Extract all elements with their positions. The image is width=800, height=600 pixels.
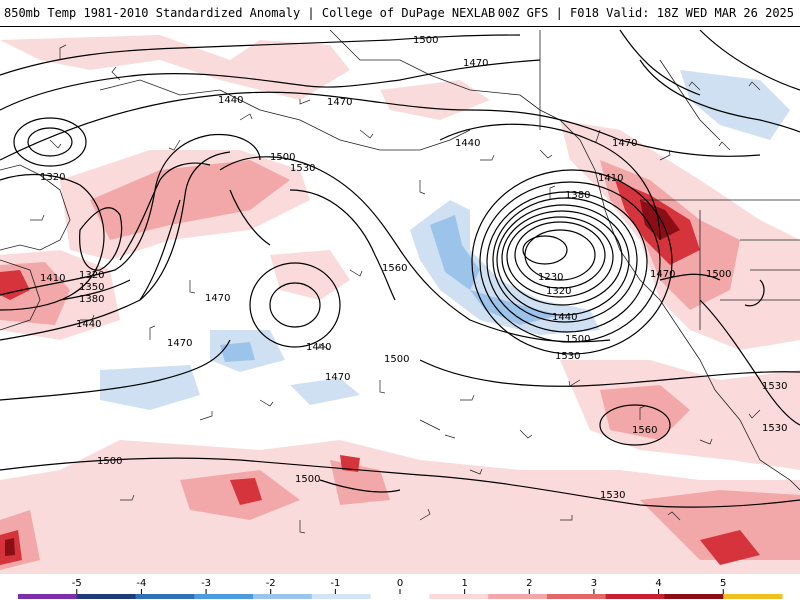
wind-barbs <box>30 44 761 534</box>
colorbar-tick-label: -5 <box>72 578 82 589</box>
contour-label: 1470 <box>612 138 637 149</box>
cold-anomaly-moderate <box>220 215 560 362</box>
contour-label: 1530 <box>555 351 580 362</box>
coastlines <box>0 29 800 491</box>
contour-label: 1500 <box>565 334 590 345</box>
map-header: 850mb Temp 1981-2010 Standardized Anomal… <box>0 0 800 27</box>
contour-label: 1320 <box>546 286 571 297</box>
height-contours <box>0 29 800 508</box>
contour-label: 1500 <box>384 354 409 365</box>
colorbar-tick-label: 4 <box>655 578 661 589</box>
contour-label: 1530 <box>290 163 315 174</box>
contour-label: 1500 <box>270 152 295 163</box>
map-title: 850mb Temp 1981-2010 Standardized Anomal… <box>4 6 496 20</box>
contour-label: 1530 <box>762 423 787 434</box>
colorbar-tick-label: -2 <box>266 578 276 589</box>
contour-label: 1470 <box>650 269 675 280</box>
colorbar-segment <box>194 594 254 599</box>
contour-label: 1440 <box>306 342 331 353</box>
colorbar-tick-label: 5 <box>720 578 726 589</box>
colorbar-tick-label: 0 <box>397 578 403 589</box>
contour-label: 1230 <box>538 272 563 283</box>
contour-label: 1500 <box>706 269 731 280</box>
contour-label: 1560 <box>632 425 657 436</box>
colorbar-segment <box>311 594 372 599</box>
contour-label: 1560 <box>382 263 407 274</box>
contour-label: 1440 <box>455 138 480 149</box>
colorbar-segments <box>18 594 783 599</box>
colorbar-segment <box>605 594 665 599</box>
contour-label: 1440 <box>552 312 577 323</box>
contour-label: 1470 <box>463 58 488 69</box>
weather-map[interactable]: 1500 1470 1440 1470 1320 1500 1530 1440 … <box>0 27 800 574</box>
colorbar-segment <box>546 594 607 599</box>
colorbar-segment <box>723 594 783 599</box>
contour-label: 1380 <box>565 190 590 201</box>
contour-label: 1350 <box>79 282 104 293</box>
anomaly-colorbar: -5 -4 -3 -2 -1 0 1 2 3 4 5 <box>0 574 800 600</box>
colorbar-tick-label: -4 <box>136 578 146 589</box>
contour-label: 1440 <box>218 95 243 106</box>
colorbar-segment <box>370 594 430 599</box>
contour-label: 1500 <box>295 474 320 485</box>
contour-label: 1320 <box>79 270 104 281</box>
contour-labels: 1500 1470 1440 1470 1320 1500 1530 1440 … <box>40 35 787 501</box>
contour-label: 1380 <box>79 294 104 305</box>
warm-anomaly-extreme <box>5 200 680 556</box>
colorbar-tick-label: 3 <box>591 578 597 589</box>
colorbar-segment <box>664 594 724 599</box>
colorbar-segment <box>76 594 137 599</box>
colorbar-segment <box>429 594 489 599</box>
colorbar-segment <box>18 594 78 599</box>
contour-label: 1500 <box>97 456 122 467</box>
colorbar-tick-label: 1 <box>461 578 467 589</box>
colorbar-tick-label: -1 <box>330 578 340 589</box>
contour-label: 1470 <box>205 293 230 304</box>
colorbar-tick-label: -3 <box>201 578 211 589</box>
contour-label: 1530 <box>600 490 625 501</box>
contour-label: 1470 <box>327 97 352 108</box>
colorbar-segment <box>253 594 313 599</box>
model-run-info: 00Z GFS | F018 Valid: 18Z WED MAR 26 202… <box>497 6 794 20</box>
colorbar-segment <box>135 594 195 599</box>
colorbar-segment <box>488 594 548 599</box>
contour-label: 1470 <box>167 338 192 349</box>
contour-label: 1320 <box>40 172 65 183</box>
contour-label: 1470 <box>325 372 350 383</box>
contour-label: 1500 <box>413 35 438 46</box>
contour-label: 1410 <box>598 173 623 184</box>
contour-label: 1440 <box>76 319 101 330</box>
contour-label: 1410 <box>40 273 65 284</box>
contour-label: 1530 <box>762 381 787 392</box>
colorbar-tick-label: 2 <box>526 578 532 589</box>
colorbar-ticks: -5 -4 -3 -2 -1 0 1 2 3 4 5 <box>72 578 726 594</box>
